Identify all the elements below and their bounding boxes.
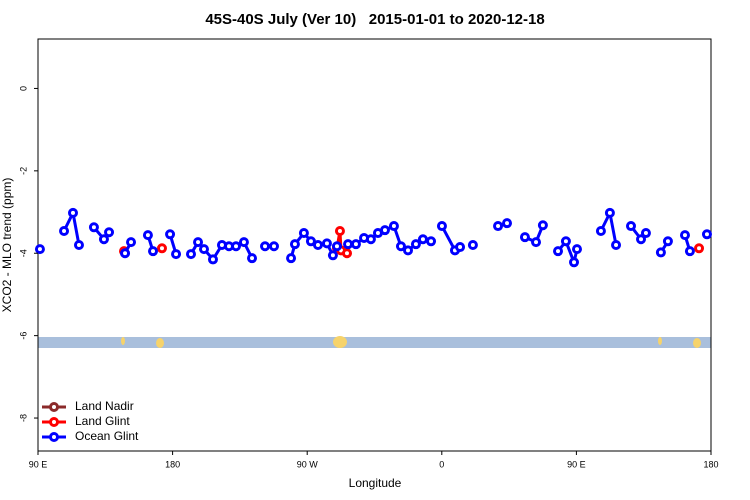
x-tick-label: 90 W xyxy=(297,459,319,469)
data-point xyxy=(403,245,414,256)
data-point xyxy=(636,234,647,245)
y-tick-label: -4 xyxy=(18,249,28,257)
data-point xyxy=(493,221,504,232)
data-point xyxy=(165,229,176,240)
chart-title: 45S-40S July (Ver 10) 2015-01-01 to 2020… xyxy=(205,11,544,28)
data-point xyxy=(185,249,196,260)
data-point xyxy=(365,234,376,245)
data-point xyxy=(73,240,84,250)
data-point xyxy=(395,241,406,252)
y-axis-label: XCO2 - MLO trend (ppm) xyxy=(0,178,14,313)
data-point xyxy=(298,228,309,239)
land-patch xyxy=(333,336,347,348)
data-point xyxy=(331,241,342,252)
y-tick-label: -6 xyxy=(18,332,28,340)
legend-marker xyxy=(49,432,59,442)
data-point xyxy=(207,254,218,265)
data-point xyxy=(193,237,204,248)
data-point xyxy=(553,246,564,257)
data-point xyxy=(327,250,338,261)
data-point xyxy=(625,221,636,232)
data-point xyxy=(312,240,323,250)
data-point xyxy=(88,222,99,233)
data-point xyxy=(679,230,690,241)
legend-label: Land Glint xyxy=(75,414,130,428)
data-point xyxy=(126,237,137,248)
data-point xyxy=(289,239,300,250)
data-point xyxy=(640,228,651,239)
data-point xyxy=(260,241,271,252)
data-point xyxy=(305,236,316,247)
data-point xyxy=(502,218,513,229)
data-point xyxy=(519,232,530,243)
legend-label: Land Nadir xyxy=(75,399,134,413)
data-point xyxy=(286,253,297,264)
data-point xyxy=(537,220,548,231)
data-point xyxy=(467,240,478,250)
x-tick-label: 0 xyxy=(439,459,444,469)
data-point xyxy=(595,225,606,236)
data-point xyxy=(417,234,428,245)
data-point xyxy=(247,253,258,264)
legend-marker xyxy=(49,402,59,412)
x-tick-label: 180 xyxy=(165,459,180,469)
data-point xyxy=(662,236,673,247)
data-point xyxy=(334,225,345,236)
data-point xyxy=(321,238,332,249)
land-patch xyxy=(693,338,701,348)
data-point xyxy=(684,246,695,257)
data-point xyxy=(531,237,542,248)
data-point xyxy=(343,239,354,250)
legend-label: Ocean Glint xyxy=(75,429,139,443)
data-point xyxy=(379,225,390,236)
data-point xyxy=(701,229,712,240)
y-tick-label: -8 xyxy=(18,414,28,422)
data-point xyxy=(455,242,466,253)
land-patch xyxy=(658,337,662,345)
data-point xyxy=(59,225,70,236)
land-patch xyxy=(121,337,125,345)
legend-marker xyxy=(49,417,59,427)
data-point xyxy=(569,257,580,268)
data-point xyxy=(156,243,167,254)
data-point xyxy=(350,239,361,250)
data-point xyxy=(426,236,437,247)
y-tick-label: 0 xyxy=(18,86,28,91)
data-point xyxy=(148,246,159,257)
x-tick-label: 90 E xyxy=(29,459,48,469)
ocean-band xyxy=(38,337,711,348)
x-axis-label: Longitude xyxy=(349,476,402,490)
data-point xyxy=(231,241,242,252)
data-point xyxy=(120,248,131,259)
data-point xyxy=(34,244,45,255)
data-point xyxy=(104,227,115,238)
data-point xyxy=(410,239,421,250)
data-point xyxy=(694,243,705,254)
x-tick-label: 180 xyxy=(703,459,718,469)
data-point xyxy=(560,236,571,247)
plot-area xyxy=(34,207,712,268)
land-patch xyxy=(156,338,164,348)
data-point xyxy=(199,244,210,255)
data-point xyxy=(341,248,352,259)
data-point xyxy=(67,207,78,218)
x-tick-label: 90 E xyxy=(567,459,586,469)
data-point xyxy=(436,221,447,232)
y-tick-label: -2 xyxy=(18,167,28,175)
data-point xyxy=(171,249,182,260)
data-point xyxy=(571,244,582,255)
data-point xyxy=(238,237,249,248)
data-point xyxy=(268,241,279,252)
data-point xyxy=(604,207,615,218)
data-point xyxy=(655,247,666,258)
series-line xyxy=(556,238,579,268)
data-point xyxy=(388,221,399,232)
data-point xyxy=(142,230,153,241)
data-point xyxy=(98,234,109,245)
land-ocean-strip xyxy=(38,336,711,348)
data-point xyxy=(611,240,622,250)
